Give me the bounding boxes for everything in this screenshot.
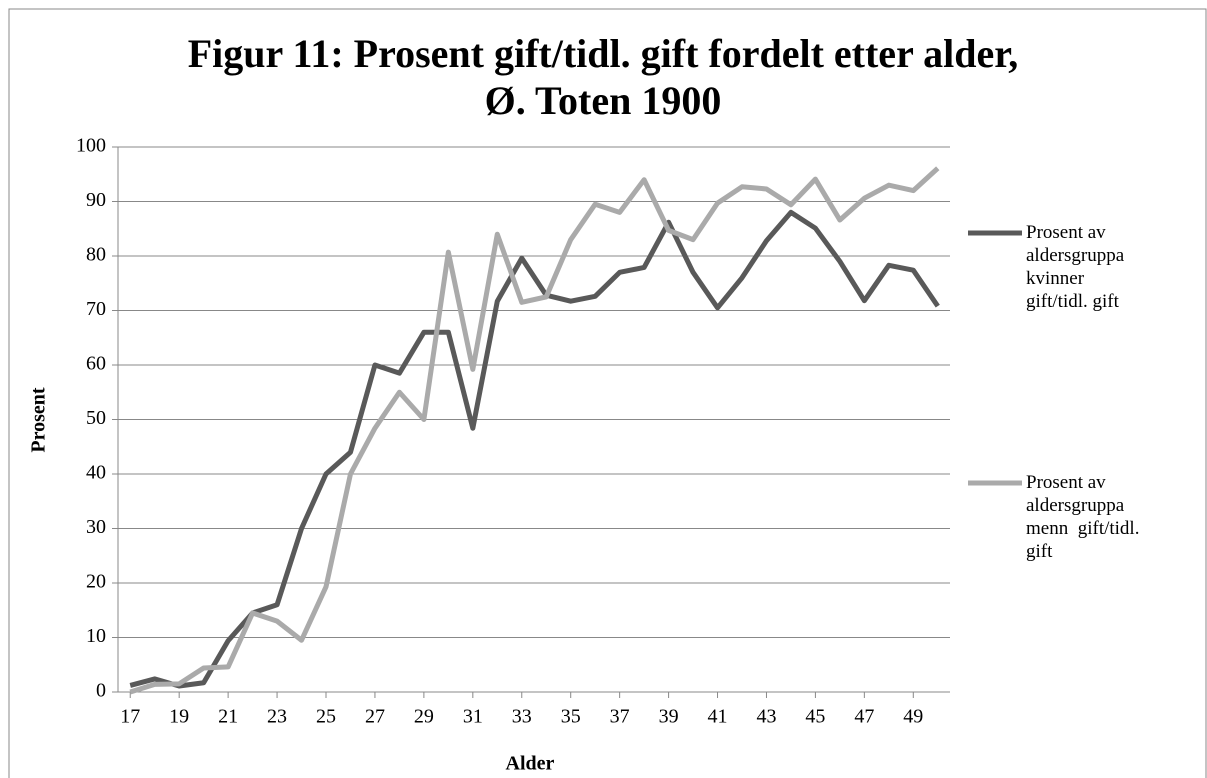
y-tick-label: 80: [86, 244, 106, 266]
x-tick-label: 27: [365, 706, 385, 728]
y-tick-label: 0: [96, 680, 106, 702]
x-tick-label: 45: [805, 706, 825, 728]
chart-title: Figur 11: Prosent gift/tidl. gift fordel…: [188, 31, 1019, 76]
y-tick-label: 100: [76, 135, 106, 157]
x-tick-label: 31: [463, 706, 483, 728]
x-tick-label: 43: [756, 706, 776, 728]
x-tick-label: 25: [316, 706, 336, 728]
x-axis-title: Alder: [506, 753, 555, 775]
y-tick-label: 30: [86, 516, 106, 538]
y-tick-label: 40: [86, 462, 106, 484]
series-line: [129, 209, 940, 689]
y-tick-label: 70: [86, 298, 106, 320]
y-tick-label: 60: [86, 353, 106, 375]
x-tick-label: 17: [120, 706, 140, 728]
x-tick-label: 35: [561, 706, 581, 728]
y-tick-label: 10: [86, 625, 106, 647]
series-line: [129, 166, 940, 695]
legend-label: Prosent av aldersgruppa menn gift/tidl. …: [1026, 472, 1145, 562]
y-tick-label: 20: [86, 571, 106, 593]
x-tick-label: 47: [854, 706, 874, 728]
x-tick-label: 33: [512, 706, 532, 728]
x-tick-label: 21: [218, 706, 238, 728]
frame: [8, 8, 1207, 778]
x-tick-label: 41: [708, 706, 728, 728]
y-axis-title: Prosent: [28, 387, 50, 453]
y-tick-label: 50: [86, 407, 106, 429]
chart-title: Ø. Toten 1900: [485, 78, 722, 123]
x-tick-label: 29: [414, 706, 434, 728]
legend-label: Prosent av aldersgruppa kvinner gift/tid…: [1026, 222, 1129, 312]
x-tick-label: 23: [267, 706, 287, 728]
y-tick-label: 90: [86, 189, 106, 211]
x-tick-label: 49: [903, 706, 923, 728]
x-tick-label: 19: [169, 706, 189, 728]
x-tick-label: 39: [659, 706, 679, 728]
x-tick-label: 37: [610, 706, 630, 728]
